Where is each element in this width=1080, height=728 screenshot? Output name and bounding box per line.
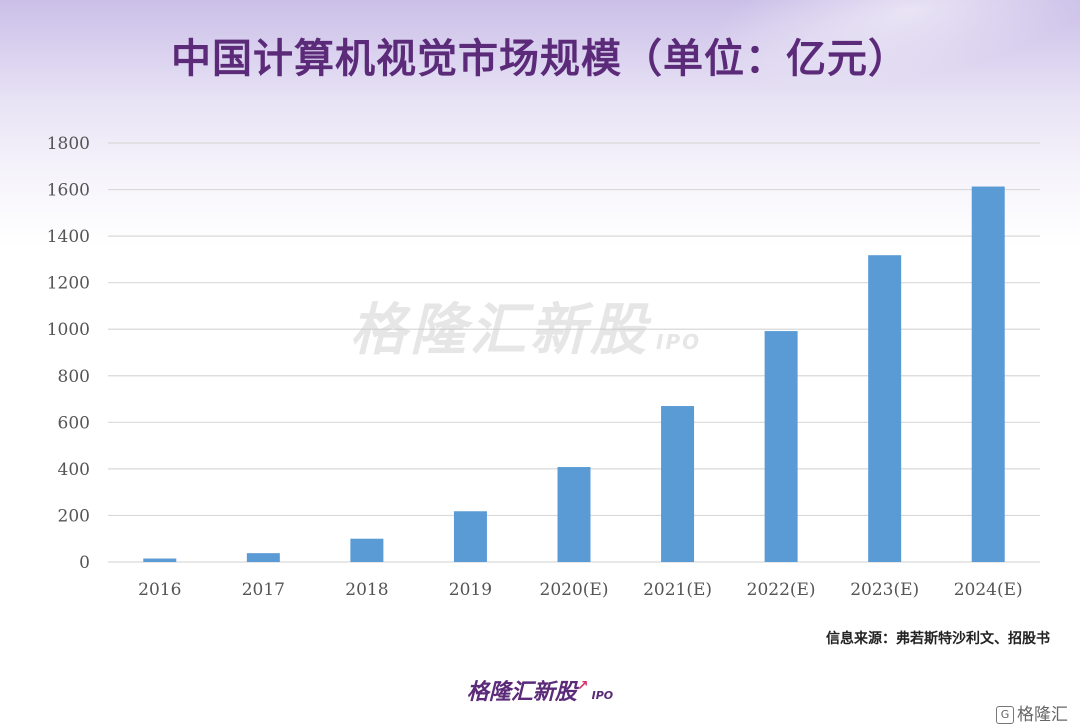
bar	[557, 467, 591, 562]
watermark: 格隆汇新股 IPO	[350, 285, 701, 366]
y-tick-label: 400	[58, 460, 90, 480]
x-tick-label: 2016	[138, 580, 181, 600]
x-tick-label: 2022(E)	[747, 580, 816, 600]
x-tick-label: 2024(E)	[954, 580, 1023, 600]
x-tick-label: 2021(E)	[643, 580, 712, 600]
y-tick-label: 1200	[47, 274, 90, 294]
trend-arrow-icon: ↗	[576, 678, 589, 694]
y-tick-label: 0	[79, 553, 90, 573]
bar	[350, 538, 384, 562]
watermark-tag: IPO	[656, 330, 702, 354]
bar	[764, 331, 798, 562]
x-tick-label: 2020(E)	[540, 580, 609, 600]
y-tick-label: 200	[58, 506, 90, 526]
bar	[453, 511, 487, 562]
bar	[661, 406, 695, 562]
x-tick-label: 2018	[345, 580, 388, 600]
g-logo-icon: G	[996, 706, 1014, 724]
y-tick-label: 1800	[47, 134, 90, 154]
y-tick-label: 1400	[47, 227, 90, 247]
watermark-text: 格隆汇新股	[350, 298, 650, 363]
bar	[246, 553, 280, 562]
x-tick-label: 2017	[242, 580, 285, 600]
corner-logo: G 格隆汇	[996, 700, 1068, 725]
corner-logo-text: 格隆汇	[1017, 705, 1068, 725]
bar	[971, 186, 1005, 562]
brand-logo: 格隆汇新股↗IPO	[0, 674, 1080, 706]
y-tick-label: 600	[58, 413, 90, 433]
bar	[143, 558, 177, 562]
y-tick-label: 1000	[47, 320, 90, 340]
y-tick-label: 800	[58, 367, 90, 387]
brand-text: 格隆汇新股	[466, 680, 577, 705]
x-tick-label: 2019	[449, 580, 492, 600]
brand-tag: IPO	[591, 689, 614, 702]
bar	[868, 255, 902, 562]
source-note: 信息来源：弗若斯特沙利文、招股书	[826, 631, 1050, 647]
y-tick-label: 1600	[47, 181, 90, 201]
chart-title: 中国计算机视觉市场规模（单位：亿元）	[171, 35, 909, 82]
x-tick-label: 2023(E)	[850, 580, 919, 600]
